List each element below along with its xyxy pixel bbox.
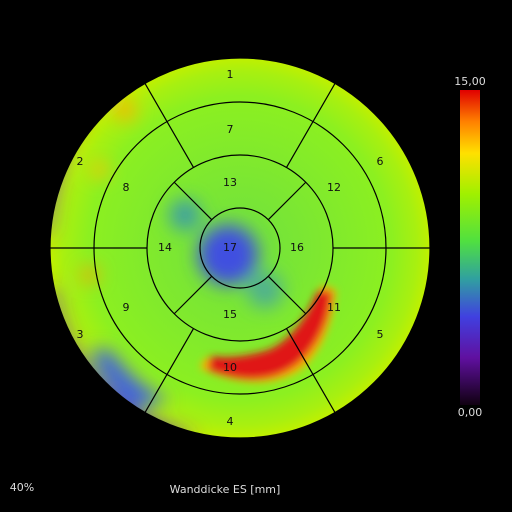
segment-border [285, 328, 336, 413]
segment-label: 4 [227, 415, 234, 428]
segment-label: 10 [223, 361, 237, 374]
segment-label: 11 [327, 301, 341, 314]
segment-label: 13 [223, 176, 237, 189]
segment-border [173, 275, 213, 315]
segment-label: 6 [377, 155, 384, 168]
segment-label: 8 [123, 181, 130, 194]
segment-label: 7 [227, 123, 234, 136]
segment-label: 9 [123, 301, 130, 314]
segment-border [267, 181, 307, 221]
caption: Wanddicke ES [mm] [170, 483, 281, 496]
color-bar-max: 15,00 [454, 75, 486, 88]
segment-border [144, 328, 195, 413]
segment-label: 5 [377, 328, 384, 341]
segment-label: 16 [290, 241, 304, 254]
segment-label: 17 [223, 241, 237, 254]
zoom-level: 40% [10, 481, 34, 494]
segment-border [144, 83, 195, 168]
segment-border [267, 275, 307, 315]
segment-border [173, 181, 213, 221]
heat-map [50, 58, 430, 438]
color-bar-min: 0,00 [458, 406, 483, 419]
segment-label: 12 [327, 181, 341, 194]
segment-borders [49, 57, 431, 439]
segment-label: 1 [227, 68, 234, 81]
segment-label: 15 [223, 308, 237, 321]
segment-label: 3 [77, 328, 84, 341]
segment-label: 14 [158, 241, 172, 254]
color-bar [460, 90, 480, 405]
segment-label: 2 [77, 155, 84, 168]
segment-border [285, 83, 336, 168]
